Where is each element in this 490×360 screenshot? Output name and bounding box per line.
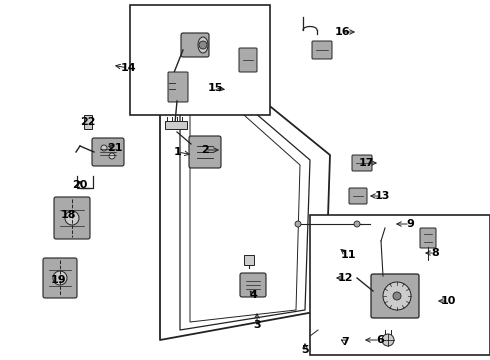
Text: 22: 22 xyxy=(80,117,96,127)
Circle shape xyxy=(65,211,79,225)
Text: 10: 10 xyxy=(441,296,456,306)
FancyBboxPatch shape xyxy=(239,48,257,72)
FancyBboxPatch shape xyxy=(43,258,77,298)
FancyBboxPatch shape xyxy=(420,228,436,248)
Bar xyxy=(130,5,270,115)
Text: 1: 1 xyxy=(174,147,182,157)
Text: 4: 4 xyxy=(249,290,257,300)
Circle shape xyxy=(199,41,207,49)
Text: 8: 8 xyxy=(431,248,439,258)
FancyBboxPatch shape xyxy=(168,72,188,102)
FancyBboxPatch shape xyxy=(312,41,332,59)
FancyBboxPatch shape xyxy=(165,121,187,129)
Text: 2: 2 xyxy=(201,145,209,155)
Text: 3: 3 xyxy=(253,320,261,330)
Bar xyxy=(310,215,490,355)
Circle shape xyxy=(101,145,107,151)
Text: 16: 16 xyxy=(334,27,350,37)
Text: 7: 7 xyxy=(341,337,349,347)
Circle shape xyxy=(393,292,401,300)
FancyBboxPatch shape xyxy=(181,33,209,57)
Circle shape xyxy=(354,221,360,227)
FancyBboxPatch shape xyxy=(371,274,419,318)
Text: 12: 12 xyxy=(337,273,353,283)
Bar xyxy=(84,115,92,129)
Circle shape xyxy=(109,153,115,159)
FancyBboxPatch shape xyxy=(352,155,372,171)
Bar xyxy=(244,255,254,265)
Text: 17: 17 xyxy=(358,158,374,168)
Text: 14: 14 xyxy=(120,63,136,73)
Text: 19: 19 xyxy=(50,275,66,285)
Text: 18: 18 xyxy=(60,210,76,220)
Text: 11: 11 xyxy=(340,250,356,260)
FancyBboxPatch shape xyxy=(349,188,367,204)
FancyBboxPatch shape xyxy=(92,138,124,166)
Ellipse shape xyxy=(198,37,208,53)
Text: 6: 6 xyxy=(376,335,384,345)
Text: 9: 9 xyxy=(406,219,414,229)
FancyBboxPatch shape xyxy=(240,273,266,297)
FancyBboxPatch shape xyxy=(54,197,90,239)
Circle shape xyxy=(382,334,394,346)
Text: 13: 13 xyxy=(374,191,390,201)
Circle shape xyxy=(53,271,67,285)
Text: 15: 15 xyxy=(207,83,222,93)
FancyBboxPatch shape xyxy=(189,136,221,168)
Text: 20: 20 xyxy=(73,180,88,190)
Text: 21: 21 xyxy=(107,143,123,153)
Text: 5: 5 xyxy=(301,345,309,355)
Circle shape xyxy=(383,282,411,310)
Circle shape xyxy=(295,221,301,227)
